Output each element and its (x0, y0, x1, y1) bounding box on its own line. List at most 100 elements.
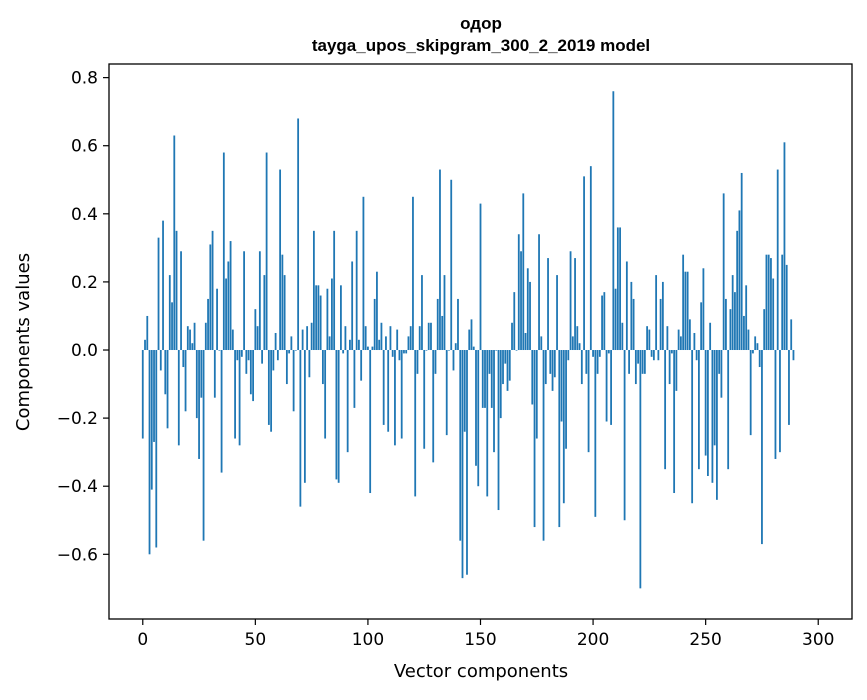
bar-component-122 (416, 350, 419, 374)
bar-component-88 (340, 285, 342, 351)
bar-component-63 (283, 275, 286, 351)
bar-component-274 (758, 350, 761, 368)
bar-component-172 (529, 281, 531, 351)
bar-component-138 (452, 350, 455, 371)
bar-component-206 (605, 350, 608, 422)
bar-component-128 (430, 322, 432, 351)
bar-component-26 (200, 350, 203, 398)
bar-component-204 (601, 295, 603, 351)
y-tick-label: 0.2 (71, 273, 98, 293)
bar-component-155 (490, 350, 493, 408)
bar-component-248 (700, 302, 703, 351)
bar-component-216 (628, 350, 630, 374)
bar-component-238 (677, 329, 680, 351)
bar-component-76 (312, 230, 315, 351)
bar-component-231 (661, 281, 664, 351)
x-tick-label: 250 (689, 630, 721, 650)
x-tick-label: 300 (802, 630, 834, 650)
bar-component-107 (382, 350, 385, 425)
bar-component-1 (144, 339, 146, 351)
bar-component-9 (162, 220, 164, 351)
bar-component-241 (684, 271, 687, 351)
bar-component-249 (702, 268, 705, 351)
bar-component-225 (648, 329, 651, 351)
bar-component-209 (612, 91, 615, 351)
bar-component-263 (734, 292, 736, 351)
bar-component-201 (594, 350, 597, 517)
bar-component-166 (515, 350, 518, 351)
bar-component-69 (297, 118, 300, 351)
bar-component-56 (267, 350, 270, 425)
bar-component-173 (531, 350, 534, 405)
bar-component-178 (542, 350, 545, 541)
bar-component-82 (326, 288, 329, 351)
bar-component-54 (263, 275, 266, 351)
chart-title: одор (460, 14, 502, 33)
bar-component-47 (247, 350, 250, 361)
bar-component-284 (781, 254, 784, 351)
bar-component-224 (646, 326, 649, 351)
bar-component-105 (378, 339, 381, 351)
x-axis-label: Vector components (394, 661, 568, 682)
bar-component-134 (443, 275, 446, 351)
bar-component-262 (731, 275, 734, 351)
bar-component-5 (153, 350, 155, 442)
bar-component-279 (770, 258, 772, 351)
x-tick-label: 150 (464, 630, 496, 650)
bar-component-129 (432, 350, 435, 463)
bar-component-14 (173, 135, 176, 351)
bar-component-159 (499, 350, 502, 419)
bar-component-97 (360, 350, 363, 381)
y-axis-label: Components values (13, 253, 34, 431)
bar-component-22 (191, 343, 194, 351)
bar-component-244 (691, 350, 694, 504)
bar-component-29 (207, 298, 209, 351)
bar-component-4 (150, 350, 153, 490)
bar-component-141 (459, 350, 462, 541)
bar-component-40 (231, 329, 234, 351)
bar-component-240 (682, 254, 685, 351)
bar-component-25 (198, 350, 200, 459)
bar-component-108 (385, 336, 387, 351)
bar-component-254 (713, 350, 716, 446)
bar-component-42 (236, 350, 239, 361)
bar-component-52 (258, 251, 261, 351)
bar-component-213 (621, 322, 624, 351)
bar-component-190 (569, 251, 572, 351)
bar-component-253 (711, 350, 714, 483)
bar-component-152 (484, 350, 486, 408)
bar-component-37 (225, 278, 227, 351)
bar-component-112 (394, 350, 396, 446)
bar-component-208 (610, 350, 612, 425)
bar-component-162 (506, 350, 509, 391)
bar-component-283 (779, 350, 781, 453)
bar-component-131 (436, 298, 439, 351)
bar-component-45 (243, 251, 245, 351)
bar-component-146 (470, 319, 473, 351)
bar-component-150 (479, 203, 482, 351)
bar-component-217 (630, 281, 633, 351)
bar-component-219 (634, 350, 637, 385)
bar-component-96 (358, 339, 360, 351)
bar-component-113 (396, 329, 399, 351)
bar-component-287 (788, 350, 790, 425)
bar-component-258 (722, 193, 725, 351)
chart-subtitle: tayga_upos_skipgram_300_2_2019 model (312, 36, 650, 55)
bar-component-80 (321, 350, 324, 385)
bar-component-34 (218, 350, 221, 351)
bar-component-125 (423, 350, 426, 449)
bar-component-239 (679, 336, 682, 351)
bar-component-87 (337, 350, 340, 483)
bar-component-276 (763, 309, 766, 351)
bar-component-198 (587, 350, 590, 453)
bar-component-242 (686, 271, 689, 351)
bar-component-44 (240, 350, 243, 357)
bar-component-62 (281, 254, 284, 351)
bar-component-49 (252, 350, 254, 402)
bar-component-46 (245, 350, 248, 374)
bar-component-228 (655, 275, 658, 351)
bar-component-65 (288, 350, 291, 354)
bar-component-145 (468, 329, 471, 351)
bar-component-163 (508, 350, 511, 381)
bar-component-115 (400, 350, 403, 439)
